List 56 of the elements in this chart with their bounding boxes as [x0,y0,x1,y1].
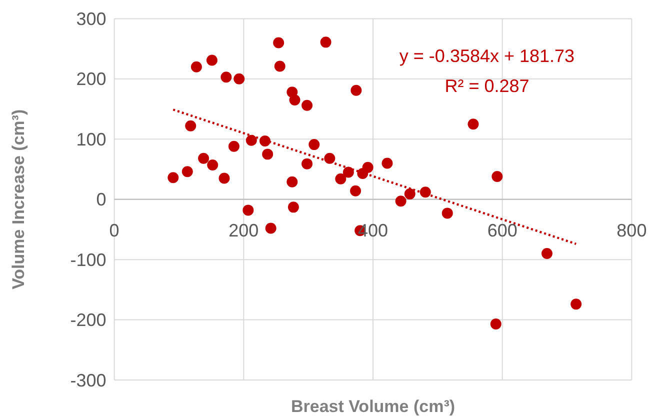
x-tick-label: 600 [487,220,518,240]
y-tick-label: 0 [96,190,106,210]
point [395,196,406,207]
point [442,208,453,219]
x-tick-label: 0 [109,220,120,240]
point [273,37,284,48]
y-tick-label: -200 [70,310,106,330]
x-tick-label: 200 [228,220,259,240]
point [324,152,336,164]
point [490,318,502,330]
point [362,162,374,173]
y-axis-title: Volume Increase (cm³) [9,109,28,290]
point [302,100,313,111]
x-tick-label: 800 [616,220,647,240]
point [350,185,362,196]
point [259,135,270,146]
y-tick-label: 100 [76,129,106,150]
y-tick-label: -100 [70,250,106,270]
point [288,202,299,213]
x-axis-title: Breast Volume (cm³) [290,397,456,416]
point [198,152,210,164]
annotation: y = -0.3584x + 181.73 [399,46,575,66]
point [350,84,362,96]
point [492,170,503,182]
point [207,160,218,171]
point [182,166,193,178]
point [246,134,257,146]
point [220,72,232,83]
point [420,186,431,198]
point [342,166,354,178]
point [289,94,300,106]
y-tick-label: 300 [76,9,106,29]
point [242,204,254,216]
point [308,139,320,150]
point [468,118,479,130]
point [541,248,552,260]
point [570,298,582,310]
point [382,158,393,169]
point [320,36,332,48]
point [286,176,298,188]
point [234,73,245,84]
y-tick-label: 200 [76,69,106,90]
point [168,172,179,184]
y-tick-label: -300 [70,370,106,390]
point [404,188,416,200]
point [228,140,240,152]
annotation: R² = 0.287 [444,76,530,96]
point [218,172,230,184]
point [190,61,202,72]
point [185,120,196,132]
point [335,173,346,184]
point [262,148,274,160]
point [206,54,218,66]
point [274,60,286,72]
point [302,158,313,170]
point [265,222,276,234]
